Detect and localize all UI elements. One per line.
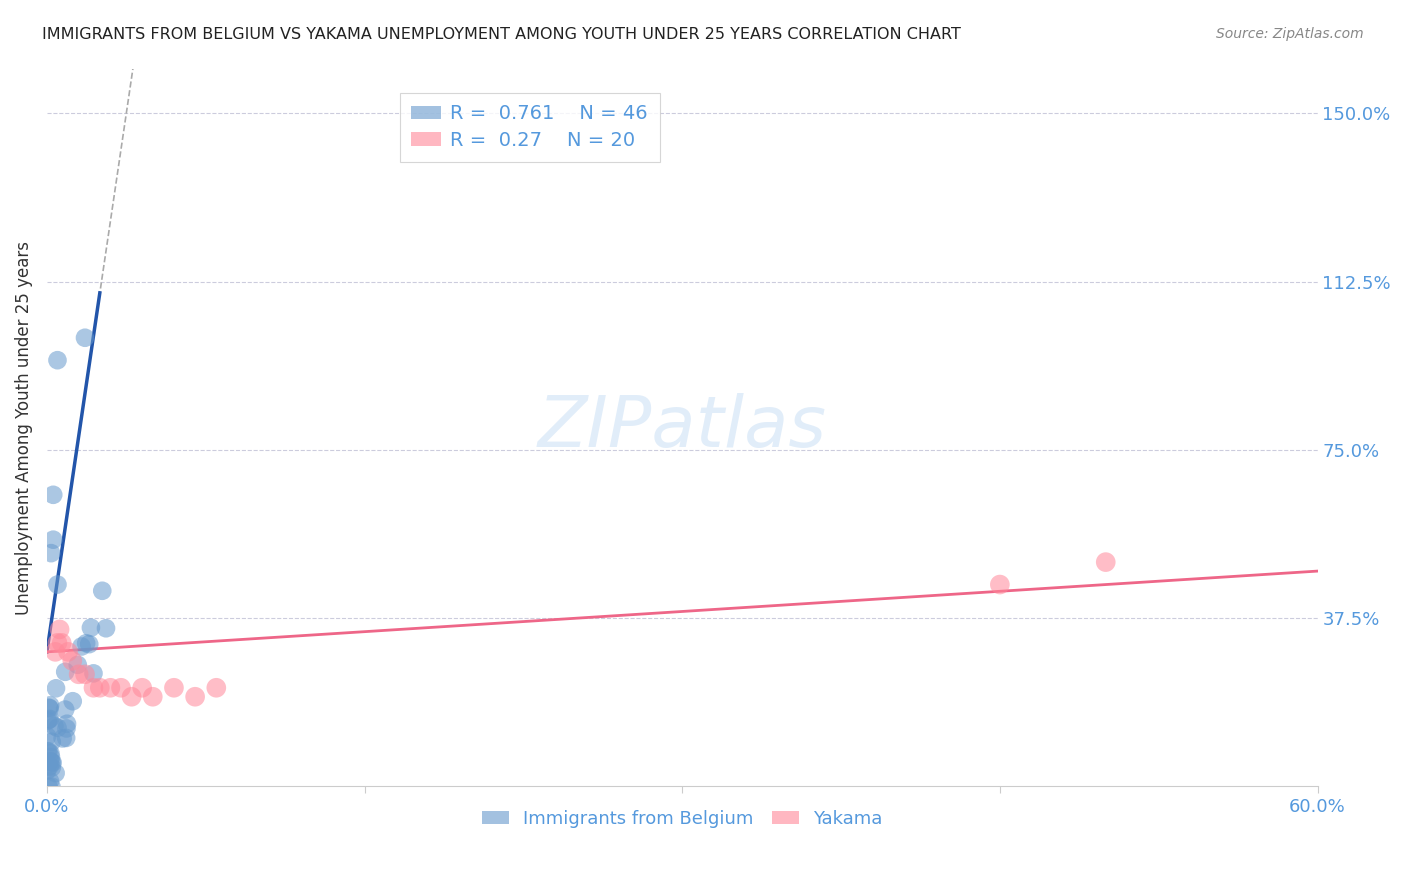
Text: Source: ZipAtlas.com: Source: ZipAtlas.com xyxy=(1216,27,1364,41)
Point xyxy=(39,774,62,789)
Point xyxy=(52,731,75,746)
Point xyxy=(53,702,76,716)
Point xyxy=(94,621,117,635)
Point xyxy=(39,698,62,713)
Legend: Immigrants from Belgium, Yakama: Immigrants from Belgium, Yakama xyxy=(475,803,890,835)
Point xyxy=(77,637,100,651)
Point xyxy=(41,756,63,770)
Point xyxy=(38,700,60,714)
Point xyxy=(37,744,59,758)
Point xyxy=(41,755,63,769)
Point xyxy=(70,640,93,654)
Point xyxy=(46,721,69,735)
Point xyxy=(73,667,96,681)
Point xyxy=(66,657,89,672)
Point xyxy=(46,353,69,368)
Y-axis label: Unemployment Among Youth under 25 years: Unemployment Among Youth under 25 years xyxy=(15,241,32,615)
Point xyxy=(988,577,1011,591)
Point xyxy=(37,780,59,794)
Point xyxy=(48,623,70,637)
Point xyxy=(46,577,69,591)
Point xyxy=(1094,555,1116,569)
Point xyxy=(100,681,122,695)
Point xyxy=(45,681,67,696)
Text: IMMIGRANTS FROM BELGIUM VS YAKAMA UNEMPLOYMENT AMONG YOUTH UNDER 25 YEARS CORREL: IMMIGRANTS FROM BELGIUM VS YAKAMA UNEMPL… xyxy=(42,27,962,42)
Point xyxy=(38,713,60,727)
Point xyxy=(67,667,90,681)
Point xyxy=(56,716,79,731)
Point xyxy=(41,735,63,749)
Point xyxy=(35,729,58,743)
Point xyxy=(51,636,73,650)
Point xyxy=(55,731,77,745)
Point xyxy=(42,533,65,547)
Point xyxy=(121,690,143,704)
Point xyxy=(45,766,67,780)
Point xyxy=(89,681,111,695)
Point xyxy=(39,747,62,761)
Point xyxy=(37,745,59,759)
Point xyxy=(82,681,104,695)
Point xyxy=(38,712,60,726)
Point xyxy=(75,636,97,650)
Point xyxy=(60,654,83,668)
Point xyxy=(163,681,186,695)
Point xyxy=(42,488,65,502)
Point xyxy=(38,701,60,715)
Point xyxy=(44,719,66,733)
Point xyxy=(73,331,96,345)
Point xyxy=(62,694,84,708)
Point xyxy=(37,714,59,728)
Point xyxy=(184,690,207,704)
Point xyxy=(205,681,228,695)
Text: ZIPatlas: ZIPatlas xyxy=(537,393,827,462)
Point xyxy=(39,546,62,560)
Point xyxy=(53,665,76,679)
Point xyxy=(46,636,69,650)
Point xyxy=(41,780,63,794)
Point xyxy=(39,754,62,768)
Point xyxy=(142,690,165,704)
Point xyxy=(35,764,58,778)
Point xyxy=(44,645,66,659)
Point xyxy=(39,750,62,764)
Point xyxy=(82,666,104,681)
Point xyxy=(56,645,79,659)
Point xyxy=(131,681,153,695)
Point xyxy=(110,681,132,695)
Point xyxy=(91,583,114,598)
Point xyxy=(55,722,77,736)
Point xyxy=(80,621,103,635)
Point xyxy=(38,759,60,773)
Point xyxy=(41,760,63,774)
